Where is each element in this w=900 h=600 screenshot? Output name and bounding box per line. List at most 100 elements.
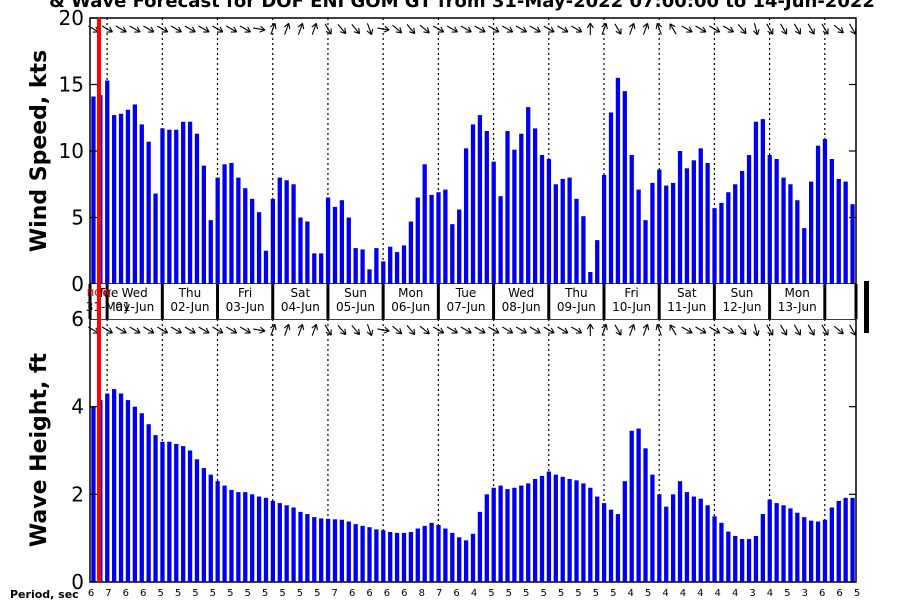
bar-wind [305, 221, 310, 284]
wind-direction-arrow [419, 24, 430, 34]
bar-wind [560, 178, 565, 284]
bar-wave [684, 492, 690, 582]
bar-wind [160, 128, 165, 284]
bar-wind [105, 80, 110, 284]
bar-wave [181, 446, 186, 582]
wind-direction-arrow [709, 25, 721, 33]
day-name-label: Thu [178, 286, 202, 300]
wind-direction-arrow [695, 326, 707, 334]
bar-wave [664, 506, 669, 582]
date-label: 10-Jun [612, 300, 651, 314]
period-value: 5 [488, 588, 494, 599]
wind-direction-arrow [529, 25, 541, 33]
period-value: 5 [192, 588, 198, 599]
bar-wave [657, 494, 662, 582]
wind-direction-arrow [419, 325, 430, 335]
wind-direction-arrow [655, 323, 663, 336]
bar-wave [153, 435, 158, 582]
period-value: 5 [575, 588, 581, 599]
y-tick-label: 0 [71, 570, 84, 594]
wind-direction-arrow [101, 25, 113, 33]
bar-wave [160, 441, 165, 582]
bar-wind [574, 198, 579, 284]
period-value: 4 [732, 588, 738, 599]
bar-wave [319, 518, 324, 582]
period-value: 5 [262, 588, 268, 599]
bar-wave [608, 509, 614, 582]
bar-wind [332, 206, 338, 284]
period-value: 8 [419, 588, 425, 599]
bar-wave [353, 524, 358, 582]
bar-wind [836, 178, 841, 284]
wind-direction-arrow [324, 23, 332, 35]
date-label: 06-Jun [391, 300, 430, 314]
bar-wind [512, 149, 517, 284]
wind-direction-arrow [557, 326, 569, 334]
y-tick-label: 15 [59, 73, 84, 97]
bar-wave [174, 443, 179, 582]
bar-wind [450, 224, 455, 284]
bar-wave [139, 413, 144, 582]
date-label: 02-Jun [170, 300, 209, 314]
bar-wind [422, 164, 427, 284]
bar-wind [539, 154, 545, 284]
wind-direction-arrow [780, 324, 788, 336]
period-value: 6 [88, 588, 94, 599]
bar-wind [705, 162, 710, 284]
date-label: 09-Jun [557, 300, 596, 314]
wind-direction-arrow [351, 24, 361, 35]
period-value: 5 [506, 588, 512, 599]
bar-wave [670, 494, 676, 582]
wind-direction-arrow [170, 326, 182, 334]
wind-direction-arrow [793, 324, 801, 336]
bar-wind [588, 272, 593, 284]
period-value: 4 [471, 588, 477, 599]
period-value: 4 [662, 588, 668, 599]
period-value: 5 [645, 588, 651, 599]
day-name-label: Tue [97, 286, 119, 300]
period-value: 7 [436, 588, 442, 599]
bar-wind [581, 216, 586, 284]
bar-wind [712, 208, 717, 284]
bar-wave [581, 483, 586, 582]
bar-wave [187, 450, 193, 582]
period-value: 6 [819, 588, 825, 599]
period-value: 6 [836, 588, 842, 599]
bar-wind [388, 246, 393, 284]
wind-speed-panel: 0 5 10 15 20 [59, 6, 857, 296]
bar-wind [167, 129, 172, 284]
day-name-label: Tue [455, 286, 477, 300]
bar-wave [236, 492, 241, 582]
bar-wind [643, 220, 648, 284]
wind-direction-arrow [695, 25, 707, 33]
period-value: 5 [175, 588, 181, 599]
wind-direction-arrow [377, 326, 390, 334]
bar-wind [684, 168, 690, 284]
bar-wind [277, 177, 282, 284]
bar-wind [788, 184, 793, 284]
wind-direction-arrow [669, 23, 677, 35]
y-tick-label: 10 [59, 139, 84, 163]
bar-wave [650, 474, 655, 582]
date-label: 03-Jun [226, 300, 265, 314]
wind-direction-arrow [406, 325, 416, 336]
wind-direction-arrow [212, 326, 224, 334]
bar-wave [615, 514, 621, 582]
wind-direction-arrow [446, 25, 458, 33]
bar-wind [850, 204, 855, 284]
wind-direction-arrow [143, 25, 155, 33]
bar-wind [753, 121, 759, 285]
wind-direction-arrow [502, 25, 514, 33]
bar-wind [822, 139, 828, 284]
wind-direction-arrow [737, 24, 747, 35]
period-value: 5 [297, 588, 303, 599]
period-value: 5 [854, 588, 860, 599]
wave-y-axis-label: Wave Height, ft [27, 352, 52, 547]
wind-direction-arrow [586, 323, 594, 336]
wind-direction-arrow [752, 23, 760, 36]
bar-wave [760, 514, 765, 582]
bar-wave [532, 478, 538, 582]
day-name-label: Fri [238, 286, 252, 300]
date-label: 31-May [86, 300, 130, 314]
bar-wave [629, 430, 634, 582]
